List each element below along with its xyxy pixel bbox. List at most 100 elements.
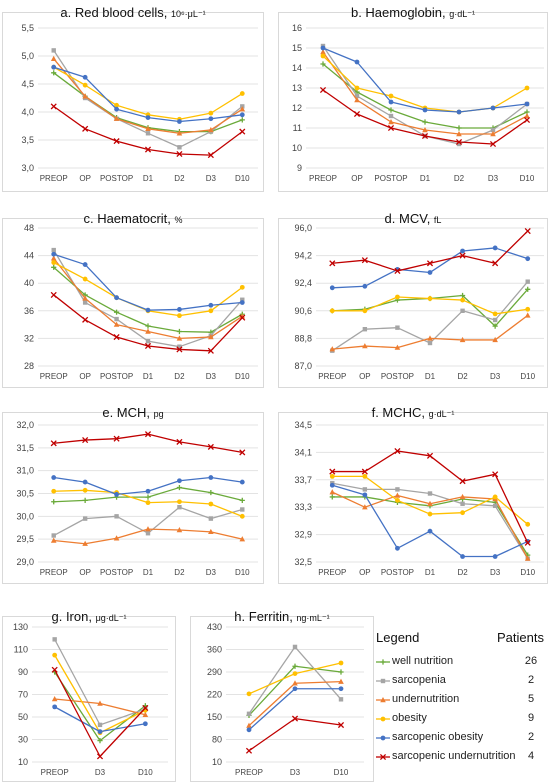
- data-point-sarcopenic-obesity: [460, 554, 465, 559]
- data-point-undernutrition: [51, 696, 58, 702]
- y-tick-label: 290: [207, 667, 222, 677]
- data-point-sarcopenic-obesity: [239, 479, 245, 485]
- y-tick-label: 29,0: [16, 557, 34, 567]
- data-point-sarcopenic-undernutrition: [96, 753, 104, 760]
- legend-item-count: 2: [527, 674, 535, 686]
- data-point-sarcopenia: [492, 503, 498, 509]
- data-point-sarcopenic-obesity: [114, 106, 119, 112]
- data-point-sarcopenic-obesity: [82, 479, 88, 485]
- data-point-obesity: [82, 276, 88, 282]
- x-tick-label: D10: [235, 174, 250, 183]
- data-point-sarcopenia: [395, 487, 400, 492]
- data-point-sarcopenic-obesity: [177, 478, 182, 484]
- x-tick-label: D10: [138, 768, 153, 777]
- x-tick-label: PREOP: [318, 372, 346, 381]
- data-point-sarcopenic-obesity: [114, 295, 119, 301]
- legend-item-label: sarcopenic undernutrition: [392, 750, 516, 762]
- data-point-sarcopenia: [97, 722, 103, 728]
- data-point-sarcopenic-undernutrition: [524, 539, 531, 546]
- data-point-well-nutrition: [208, 489, 214, 496]
- data-point-undernutrition: [82, 295, 88, 301]
- data-point-sarcopenia: [82, 516, 88, 521]
- data-point-sarcopenic-obesity: [52, 704, 58, 710]
- data-point-sarcopenic-undernutrition: [113, 435, 120, 442]
- chart-title: b. Haemoglobin, g·dL⁻¹: [351, 5, 475, 20]
- data-point-undernutrition: [422, 127, 428, 133]
- data-point-undernutrition: [292, 680, 298, 686]
- x-tick-label: OP: [79, 174, 91, 183]
- data-point-sarcopenia: [145, 338, 151, 344]
- chart-panel: d. MCV, fL 87,0 88,8 90,6 92,4 94,2 96,0 PREOP O…: [278, 211, 548, 388]
- legend-item-well-nutrition: well nutrition 26: [376, 654, 544, 670]
- x-tick-label: D10: [235, 568, 250, 577]
- y-tick-label: 31,0: [16, 466, 34, 476]
- legend: Legend Patients well nutrition 26 sarcop…: [376, 630, 548, 780]
- data-point-undernutrition: [239, 106, 246, 112]
- x-tick-label: D10: [520, 372, 535, 381]
- legend-marker: [380, 697, 386, 703]
- data-point-sarcopenic-obesity: [82, 74, 88, 80]
- data-point-obesity: [354, 85, 360, 91]
- y-tick-label: 13: [292, 83, 302, 93]
- y-tick-label: 32,9: [294, 530, 312, 540]
- legend-item-label: well nutrition: [392, 655, 454, 667]
- y-tick-label: 130: [13, 622, 28, 632]
- data-point-sarcopenic-obesity: [395, 545, 400, 551]
- data-point-sarcopenic-obesity: [329, 482, 335, 488]
- chart-frame: [2, 616, 176, 782]
- data-point-undernutrition: [97, 700, 103, 706]
- data-point-undernutrition: [320, 49, 326, 55]
- data-point-sarcopenic-undernutrition: [82, 125, 89, 132]
- y-tick-label: 28: [24, 361, 34, 371]
- data-point-well-nutrition: [51, 264, 57, 270]
- chart-title: f. MCHC, g·dL⁻¹: [372, 405, 455, 420]
- data-point-sarcopenic-obesity: [51, 475, 57, 480]
- data-point-sarcopenic-undernutrition: [51, 666, 58, 673]
- data-point-sarcopenic-obesity: [292, 686, 298, 692]
- x-tick-label: OP: [79, 372, 91, 381]
- data-point-obesity: [51, 488, 57, 494]
- data-point-sarcopenic-undernutrition: [144, 342, 152, 350]
- y-tick-label: 15: [292, 43, 302, 53]
- x-tick-label: D2: [174, 568, 185, 577]
- data-point-undernutrition: [459, 493, 466, 500]
- data-point-undernutrition: [113, 321, 120, 327]
- y-tick-label: 5,0: [21, 51, 34, 61]
- data-point-obesity: [208, 308, 214, 314]
- y-tick-label: 10: [18, 757, 28, 767]
- data-point-sarcopenia: [177, 145, 182, 150]
- x-tick-label: D2: [174, 174, 185, 183]
- chart-frame: [278, 218, 548, 388]
- data-point-undernutrition: [176, 130, 183, 136]
- x-tick-label: OP: [351, 174, 363, 183]
- data-point-sarcopenic-undernutrition: [523, 116, 531, 124]
- data-point-undernutrition: [239, 536, 246, 542]
- x-tick-label: POSTOP: [381, 568, 414, 577]
- data-point-sarcopenia: [460, 501, 465, 506]
- data-point-sarcopenic-undernutrition: [329, 468, 336, 475]
- legend-item-count: 5: [527, 693, 535, 705]
- data-point-sarcopenic-obesity: [492, 245, 498, 251]
- data-point-sarcopenic-undernutrition: [421, 132, 429, 140]
- data-point-well-nutrition: [459, 292, 466, 299]
- data-point-sarcopenic-undernutrition: [394, 447, 401, 455]
- data-point-sarcopenia: [240, 507, 245, 512]
- chart-panel: a. Red blood cells, 10⁶·μL⁻¹ 3,0 3,5 4,0 4,5…: [2, 5, 264, 192]
- y-tick-label: 14: [292, 63, 302, 73]
- data-point-obesity: [329, 473, 335, 479]
- data-point-sarcopenia: [82, 300, 88, 305]
- y-tick-label: 430: [207, 622, 222, 632]
- x-tick-label: POSTOP: [381, 372, 414, 381]
- data-point-well-nutrition: [239, 117, 245, 123]
- data-point-sarcopenic-undernutrition: [207, 347, 214, 354]
- x-tick-label: D3: [206, 372, 217, 381]
- chart-panel: h. Ferritin, ng·mL⁻¹ 10 80 150 220 290 360 430 P…: [190, 609, 374, 782]
- x-tick-label: OP: [79, 568, 91, 577]
- legend-item-obesity: obesity 9: [376, 711, 544, 727]
- data-point-sarcopenic-undernutrition: [239, 314, 246, 321]
- data-point-obesity: [395, 294, 400, 300]
- data-point-well-nutrition: [239, 497, 245, 503]
- data-point-sarcopenic-obesity: [492, 554, 498, 559]
- x-tick-label: D2: [457, 372, 468, 381]
- data-point-sarcopenia: [362, 327, 368, 332]
